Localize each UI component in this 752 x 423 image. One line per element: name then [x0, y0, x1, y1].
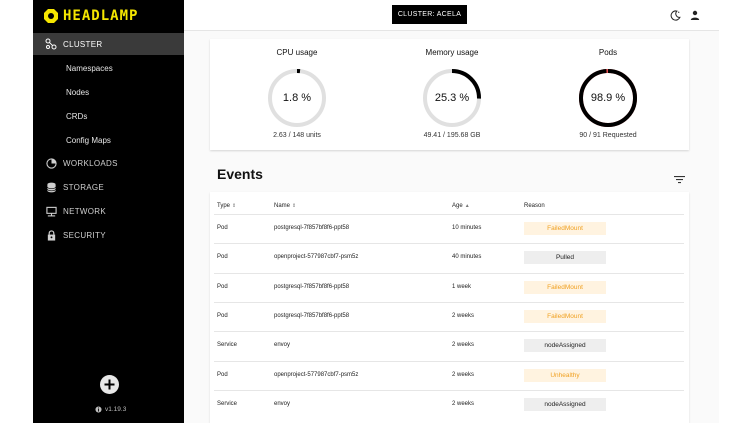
- headlamp-app: HEADLAMP CLUSTER Namespaces Nodes CRDs C…: [33, 0, 719, 423]
- reason-badge: nodeAssigned: [524, 397, 606, 411]
- cpu-gauge: CPU usage 1.8 % 2.63 / 148 units: [242, 39, 352, 150]
- column-label: Age: [452, 203, 463, 209]
- cell-age: 2 weeks: [452, 400, 475, 407]
- sidebar-item-label: NETWORK: [63, 206, 106, 216]
- column-label: Name: [274, 203, 291, 209]
- gauge-percent: 1.8 %: [282, 92, 312, 104]
- cell-name: postgresql-7f857bf8f6-ppt58: [274, 312, 350, 319]
- cell-age: 2 weeks: [452, 371, 475, 378]
- gauge-subtitle: 49.41 / 195.68 GB: [423, 132, 481, 139]
- column-header-reason[interactable]: Reason: [524, 203, 545, 209]
- gauge-title: Memory usage: [425, 48, 479, 57]
- table-row[interactable]: Service envoy 2 weeks nodeAssigned: [214, 331, 684, 360]
- gauge-percent: 25.3 %: [434, 92, 470, 104]
- sidebar-item-workloads[interactable]: WORKLOADS: [33, 152, 184, 174]
- cluster-icon: [45, 38, 57, 50]
- sidebar-item-storage[interactable]: STORAGE: [33, 176, 184, 198]
- sidebar-item-label: STORAGE: [63, 182, 105, 192]
- events-table: Type ⇕ Name ⇕ Age ▲ Reason Pod postgresql…: [210, 192, 689, 423]
- reason-badge: FailedMount: [524, 309, 606, 323]
- cell-age: 1 week: [452, 283, 472, 290]
- column-header-type[interactable]: Type ⇕: [217, 203, 236, 209]
- sidebar-item-crds[interactable]: CRDs: [66, 111, 88, 121]
- pie-chart-icon: [45, 157, 57, 169]
- cell-age: 2 weeks: [452, 312, 475, 319]
- memory-ring: [423, 69, 481, 127]
- cell-age: 40 minutes: [452, 254, 482, 261]
- filter-icon[interactable]: [674, 171, 686, 184]
- sidebar-item-cluster[interactable]: CLUSTER: [33, 33, 184, 55]
- events-title: Events: [217, 166, 263, 182]
- lock-icon: [45, 229, 57, 241]
- cell-name: postgresql-7f857bf8f6-ppt58: [274, 283, 350, 290]
- cell-name: envoy: [274, 342, 291, 349]
- reason-badge: nodeAssigned: [524, 339, 606, 353]
- cluster-overview-card: CPU usage 1.8 % 2.63 / 148 units Memory …: [210, 39, 689, 150]
- sidebar-item-network[interactable]: NETWORK: [33, 200, 184, 222]
- gauge-subtitle: 2.63 / 148 units: [273, 132, 321, 139]
- gauge-percent: 98.9 %: [590, 92, 626, 104]
- column-header-name[interactable]: Name ⇕: [274, 203, 296, 209]
- table-row[interactable]: Pod openproject-577987cbf7-psm5z 40 minute…: [214, 243, 684, 272]
- sidebar: HEADLAMP CLUSTER Namespaces Nodes CRDs C…: [33, 0, 184, 423]
- sort-icon: ⇕: [292, 203, 297, 209]
- info-icon: [95, 406, 102, 413]
- pods-gauge: Pods 98.9 % 90 / 91 Requested: [553, 39, 663, 150]
- plus-icon: [104, 379, 115, 390]
- top-bar: CLUSTER: ACELA: [184, 0, 719, 31]
- table-row[interactable]: Pod postgresql-7f857bf8f6-ppt58 10 minutes…: [214, 214, 684, 243]
- column-header-age[interactable]: Age ▲: [452, 203, 470, 209]
- sidebar-item-label: SECURITY: [63, 230, 106, 240]
- cell-name: postgresql-7f857bf8f6-ppt58: [274, 225, 350, 231]
- sidebar-item-label: CLUSTER: [63, 39, 103, 49]
- cell-type: Pod: [217, 371, 228, 378]
- table-row[interactable]: Service envoy 2 weeks nodeAssigned: [214, 389, 684, 419]
- cell-age: 10 minutes: [452, 225, 482, 231]
- database-icon: [45, 181, 57, 193]
- cell-type: Service: [217, 400, 238, 407]
- theme-toggle-icon[interactable]: [669, 9, 681, 21]
- gauge-title: CPU usage: [276, 48, 318, 57]
- reason-badge: FailedMount: [524, 280, 606, 294]
- cell-name: openproject-577987cbf7-psm5z: [274, 254, 359, 261]
- cell-type: Pod: [217, 283, 228, 290]
- reason-badge: FailedMount: [524, 222, 606, 235]
- table-row[interactable]: Pod postgresql-7f857bf8f6-ppt58 2 weeks Fai…: [214, 301, 684, 331]
- version-label: v1.19.3: [105, 406, 127, 413]
- cell-type: Service: [217, 342, 238, 349]
- sidebar-item-security[interactable]: SECURITY: [33, 224, 184, 246]
- cell-type: Pod: [217, 312, 228, 319]
- sidebar-item-label: WORKLOADS: [63, 158, 118, 168]
- sidebar-item-nodes[interactable]: Nodes: [66, 87, 90, 97]
- logo[interactable]: HEADLAMP: [43, 7, 138, 25]
- version-info: v1.19.3: [95, 406, 126, 413]
- sidebar-item-config-maps[interactable]: Config Maps: [66, 135, 111, 145]
- user-icon[interactable]: [689, 9, 701, 21]
- pods-ring: [579, 69, 637, 127]
- cell-name: envoy: [274, 400, 291, 407]
- add-cluster-button[interactable]: [100, 375, 119, 394]
- table-row[interactable]: Pod openproject-577987cbf7-psm5z 2 weeks Un…: [214, 360, 684, 390]
- sort-icon: ⇕: [232, 203, 237, 209]
- column-label: Reason: [524, 203, 545, 209]
- reason-badge: Pulled: [524, 251, 606, 265]
- gauge-title: Pods: [598, 48, 618, 57]
- cell-name: openproject-577987cbf7-psm5z: [274, 371, 359, 378]
- lamp-icon: [44, 9, 58, 23]
- cell-type: Pod: [217, 225, 228, 231]
- cpu-ring: [268, 69, 326, 127]
- cell-age: 2 weeks: [452, 342, 475, 349]
- gauge-subtitle: 90 / 91 Requested: [579, 132, 637, 139]
- table-row[interactable]: Pod postgresql-7f857bf8f6-ppt58 1 week Fail…: [214, 272, 684, 302]
- memory-gauge: Memory usage 25.3 % 49.41 / 195.68 GB: [397, 39, 507, 150]
- logo-text: HEADLAMP: [63, 8, 139, 24]
- sort-ascending-icon: ▲: [464, 203, 470, 209]
- cell-type: Pod: [217, 254, 228, 261]
- network-icon: [45, 205, 57, 217]
- cluster-button[interactable]: CLUSTER: ACELA: [392, 5, 467, 24]
- reason-badge: Unhealthy: [524, 368, 606, 382]
- sidebar-item-namespaces[interactable]: Namespaces: [66, 63, 113, 73]
- column-label: Type: [217, 203, 231, 209]
